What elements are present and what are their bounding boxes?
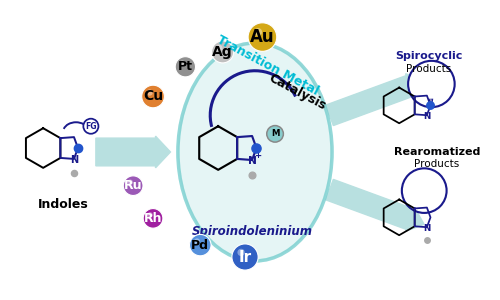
Text: N: N	[248, 156, 256, 166]
Text: N: N	[70, 155, 78, 165]
Circle shape	[128, 179, 133, 185]
Circle shape	[216, 45, 222, 51]
Text: Ru: Ru	[124, 179, 142, 192]
Text: Products: Products	[406, 64, 452, 74]
Circle shape	[146, 89, 153, 96]
Circle shape	[248, 23, 277, 51]
Text: Pt: Pt	[178, 60, 193, 73]
Circle shape	[124, 176, 143, 196]
Circle shape	[402, 168, 446, 213]
Text: Catalysis: Catalysis	[267, 72, 328, 113]
Circle shape	[190, 234, 211, 256]
Text: N: N	[424, 224, 430, 232]
Circle shape	[143, 208, 163, 228]
Circle shape	[408, 61, 455, 107]
Text: Spiroindoleninium: Spiroindoleninium	[192, 225, 312, 238]
Circle shape	[84, 119, 98, 134]
Circle shape	[194, 238, 200, 244]
Ellipse shape	[178, 43, 332, 261]
Circle shape	[266, 126, 283, 142]
Text: Ag: Ag	[212, 45, 233, 59]
Circle shape	[212, 41, 234, 63]
Text: +: +	[254, 151, 261, 160]
Text: Spirocyclic: Spirocyclic	[396, 51, 462, 61]
Circle shape	[142, 85, 165, 108]
Text: N: N	[424, 112, 430, 121]
Text: FG: FG	[85, 122, 96, 131]
FancyArrow shape	[326, 179, 424, 231]
Text: Pd: Pd	[192, 238, 210, 252]
Circle shape	[232, 244, 258, 270]
Text: Rearomatized: Rearomatized	[394, 147, 480, 157]
Circle shape	[238, 249, 245, 256]
Circle shape	[180, 60, 185, 66]
Text: Ir: Ir	[238, 250, 252, 265]
Text: Transition Metal: Transition Metal	[215, 33, 321, 98]
Text: Cu: Cu	[143, 89, 163, 103]
Text: Products: Products	[414, 159, 460, 169]
FancyArrow shape	[326, 74, 424, 126]
Circle shape	[148, 212, 153, 218]
Text: Rh: Rh	[144, 212, 163, 225]
Circle shape	[175, 57, 196, 77]
Text: Indoles: Indoles	[38, 198, 88, 211]
Text: M: M	[271, 129, 280, 138]
Text: Au: Au	[250, 28, 274, 46]
Circle shape	[254, 28, 262, 36]
FancyArrow shape	[96, 136, 170, 168]
